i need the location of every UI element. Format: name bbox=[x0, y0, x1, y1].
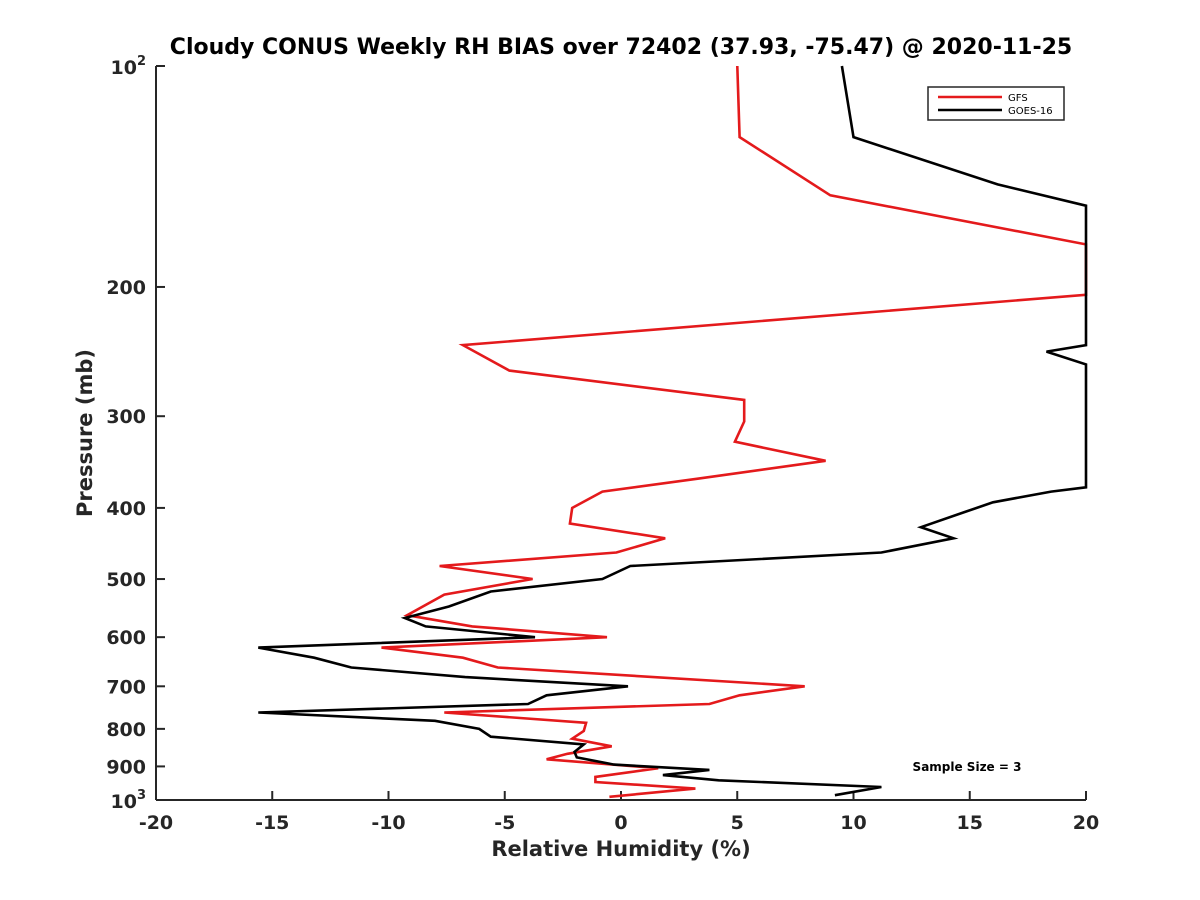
legend-label-goes16: GOES-16 bbox=[1008, 106, 1053, 117]
x-tick-label: -10 bbox=[371, 812, 405, 834]
series-line-goes16 bbox=[258, 65, 1088, 797]
series-line-gfs bbox=[381, 65, 1088, 799]
y-axis-label: Pressure (mb) bbox=[73, 349, 97, 517]
x-tick-label: -15 bbox=[255, 812, 289, 834]
y-tick-bottom-base: 10 bbox=[111, 791, 137, 813]
y-tick-label: 400 bbox=[106, 498, 146, 520]
legend-box bbox=[927, 86, 1065, 121]
y-tick-label: 800 bbox=[106, 719, 146, 741]
y-tick-label: 300 bbox=[106, 406, 146, 428]
y-tick-bottom-exp: 3 bbox=[137, 788, 146, 803]
y-tick-label: 900 bbox=[106, 756, 146, 778]
x-tick-label: 0 bbox=[614, 812, 627, 834]
y-tick-label: 700 bbox=[106, 676, 146, 698]
x-tick-label: 10 bbox=[840, 812, 866, 834]
y-tick-bottom-label: 103 bbox=[111, 788, 147, 813]
y-ticks: 200 300 400 500 600 700 800 900 bbox=[106, 65, 165, 801]
legend-label-gfs: GFS bbox=[1008, 93, 1028, 104]
legend: GFS GOES-16 bbox=[927, 86, 1065, 121]
plot-area bbox=[258, 65, 1088, 799]
x-tick-label: 5 bbox=[731, 812, 744, 834]
y-tick-top-exp: 2 bbox=[137, 54, 146, 69]
y-tick-top-label: 102 bbox=[111, 54, 147, 79]
sample-size-annotation: Sample Size = 3 bbox=[913, 760, 1022, 774]
y-tick-label: 200 bbox=[106, 277, 146, 299]
x-tick-label: -5 bbox=[494, 812, 515, 834]
x-tick-label: 15 bbox=[957, 812, 983, 834]
x-ticks: -20 -15 -10 -5 0 5 10 15 20 bbox=[139, 791, 1099, 834]
x-tick-label: 20 bbox=[1073, 812, 1099, 834]
x-tick-label: -20 bbox=[139, 812, 173, 834]
chart-title: Cloudy CONUS Weekly RH BIAS over 72402 (… bbox=[170, 35, 1072, 60]
y-tick-top-base: 10 bbox=[111, 57, 137, 79]
y-tick-label: 600 bbox=[106, 627, 146, 649]
y-tick-label: 500 bbox=[106, 569, 146, 591]
x-axis-label: Relative Humidity (%) bbox=[491, 837, 750, 861]
